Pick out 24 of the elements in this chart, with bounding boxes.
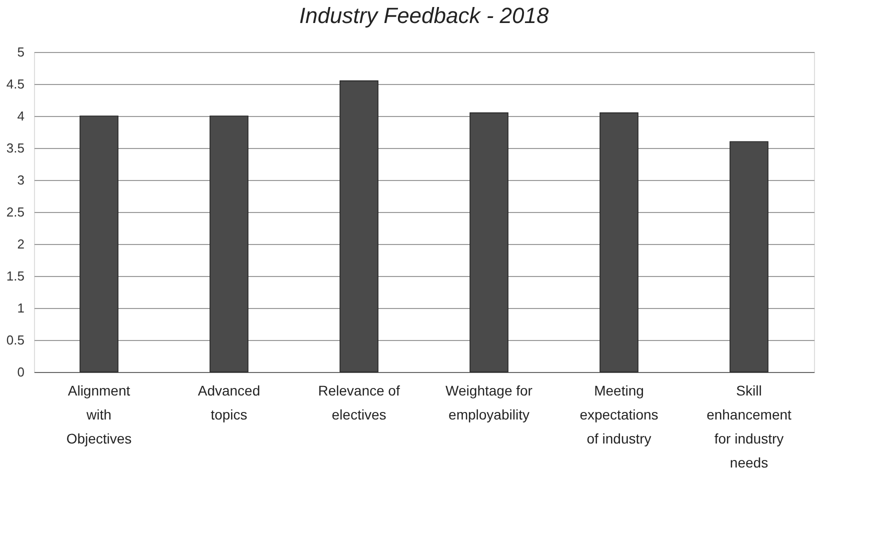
bar <box>470 112 508 372</box>
bar <box>80 116 118 372</box>
x-tick-label: Relevance of electives <box>318 382 400 422</box>
y-tick-label: 5 <box>17 44 24 60</box>
chart-title: Industry Feedback - 2018 <box>299 3 550 28</box>
y-tick-label: 2.5 <box>6 204 24 220</box>
y-tick-label: 1 <box>17 300 24 316</box>
y-tick-label: 3.5 <box>6 140 24 156</box>
y-tick-label: 3 <box>17 172 24 188</box>
x-tick-label: Advanced topics <box>198 382 260 422</box>
x-tick-label: Alignment with Objectives <box>66 382 132 446</box>
x-tick-label: Weightage for employability <box>446 382 533 422</box>
x-tick-label: Meeting expectations of industry <box>580 382 658 446</box>
y-tick-label: 0 <box>17 364 24 380</box>
y-tick-label: 4.5 <box>6 76 24 92</box>
y-tick-label: 0.5 <box>6 332 24 348</box>
bar <box>600 112 638 372</box>
bar <box>210 116 248 372</box>
y-tick-label: 2 <box>17 236 24 252</box>
y-tick-label: 4 <box>17 108 24 124</box>
bar <box>730 141 768 372</box>
y-tick-label: 1.5 <box>6 268 24 284</box>
bar <box>340 80 378 372</box>
x-tick-label: Skill enhancement for industry needs <box>706 382 792 470</box>
